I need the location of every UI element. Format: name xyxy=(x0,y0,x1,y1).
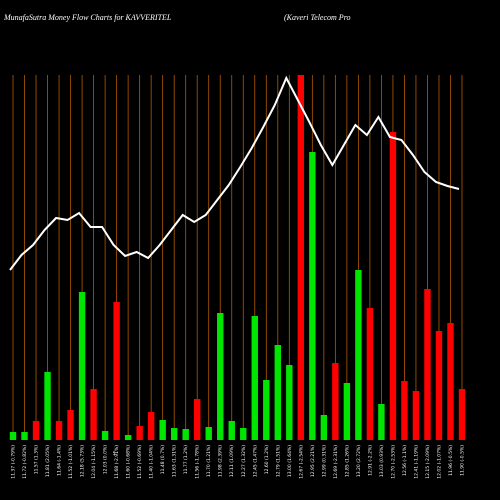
bar xyxy=(286,365,293,440)
x-tick-label: 12.45 (1.47%) xyxy=(252,445,258,477)
x-tick-label: 12.99 (0.31%) xyxy=(321,445,327,477)
bar xyxy=(78,292,86,440)
bar xyxy=(343,383,351,440)
bar xyxy=(297,75,305,440)
bar xyxy=(309,152,316,440)
bar xyxy=(274,345,281,440)
x-tick-label: 11.64 (-1.4%) xyxy=(57,445,63,476)
bar xyxy=(389,132,397,440)
x-tick-label: 12.18 (5.73%) xyxy=(80,445,86,477)
bar xyxy=(136,426,143,440)
bar xyxy=(44,372,51,440)
bar xyxy=(9,432,17,440)
x-tick-label: 11.81 (2.05%) xyxy=(45,445,51,477)
bar xyxy=(263,380,270,440)
bar xyxy=(55,421,63,440)
x-tick-label: 12.85 (1.26%) xyxy=(344,445,350,477)
x-tick-label: 11.56 (-1.78%) xyxy=(195,445,201,479)
bar xyxy=(378,404,385,440)
bar xyxy=(355,270,362,440)
bar xyxy=(320,415,328,440)
x-tick-label: 12.69 (-2.31%) xyxy=(333,445,339,479)
price-line xyxy=(9,75,460,271)
x-tick-label: 12.11 (1.09%) xyxy=(229,445,235,477)
x-tick-label: 11.52 (-0.69%) xyxy=(137,445,143,479)
bar xyxy=(401,381,408,440)
bar xyxy=(205,427,212,440)
chart-title: MunafaSutra Money Flow Charts for KAVVER… xyxy=(3,13,172,22)
x-tick-label: 12.70 (-2.53%) xyxy=(390,445,396,479)
bar xyxy=(240,428,247,440)
x-tick-label: 11.77 (1.2%) xyxy=(183,445,189,475)
x-tick-label: 12.56 (-1.1%) xyxy=(402,445,408,476)
x-tick-label: 12.03 (0.0%) xyxy=(103,445,109,475)
bar xyxy=(217,313,224,440)
x-tick-label: 12.95 (2.21%) xyxy=(310,445,316,477)
bar xyxy=(32,421,40,440)
x-tick-label: 13.00 (1.64%) xyxy=(287,445,293,477)
bar xyxy=(90,389,97,440)
x-tick-label: 12.02 (-1.07%) xyxy=(436,445,442,479)
x-tick-label: 11.40 (-1.04%) xyxy=(149,445,155,479)
x-tick-label: 13.03 (0.93%) xyxy=(379,445,385,477)
bar xyxy=(147,412,155,440)
bar xyxy=(67,410,74,440)
bar xyxy=(101,431,109,440)
x-tick-label: 11.60 (-0.68%) xyxy=(126,445,132,479)
bar xyxy=(170,428,178,440)
bar xyxy=(194,399,201,440)
x-tick-label: 12.91 (-2.2%) xyxy=(367,445,373,476)
x-tick-label: 12.60 (1.2%) xyxy=(264,445,270,475)
bar xyxy=(228,421,235,440)
bar xyxy=(435,331,443,440)
x-tick-label: 11.52 (-1.01%) xyxy=(68,445,74,479)
bar xyxy=(182,429,189,440)
bar xyxy=(366,308,374,440)
x-tick-label: 11.90 (-0.5%) xyxy=(460,445,466,476)
x-tick-label: 11.72 (-0.82%) xyxy=(22,445,28,479)
x-tick-label: 12.41 (-1.19%) xyxy=(413,445,419,479)
x-tick-label: 12.79 (1.51%) xyxy=(275,445,281,477)
x-tick-label: 12.27 (1.32%) xyxy=(241,445,247,477)
x-tick-label: 13.20 (2.72%) xyxy=(356,445,362,477)
bar xyxy=(447,323,454,440)
x-tick-label: 11.96 (-0.5%) xyxy=(448,445,454,476)
x-tick-label: 11.68 (-2.91%) xyxy=(114,445,120,479)
bar xyxy=(458,389,466,440)
x-tick-label: 11.63 (1.31%) xyxy=(172,445,178,477)
x-tick-label: 12.15 (-2.09%) xyxy=(425,445,431,479)
x-tick-label: 12.04 (-1.15%) xyxy=(91,445,97,479)
x-tick-label: 11.57 (1.3%) xyxy=(34,445,40,475)
bar xyxy=(124,435,132,440)
annotation: 5 xyxy=(113,451,116,457)
x-tick-label: 12.67 (-2.54%) xyxy=(298,445,304,479)
bar xyxy=(332,363,339,440)
bar xyxy=(159,420,166,440)
x-tick-label: 11.48 (0.7%) xyxy=(160,445,166,475)
bar xyxy=(412,391,420,440)
bar xyxy=(251,316,258,440)
x-tick-label: 11.70 (1.21%) xyxy=(206,445,212,477)
bar xyxy=(21,432,28,440)
chart-subtitle: (Kaveri Telecom Pro xyxy=(284,13,351,22)
x-tick-label: 11.37 (-0.79%) xyxy=(11,445,17,479)
bar xyxy=(424,289,431,440)
bar xyxy=(113,302,120,440)
x-tick-label: 11.98 (2.39%) xyxy=(218,445,224,477)
